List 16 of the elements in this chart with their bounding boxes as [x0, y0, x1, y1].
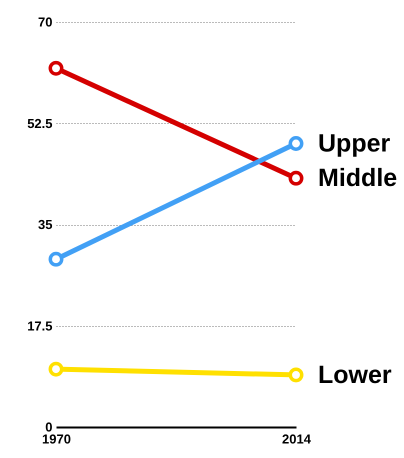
y-tick-label: 35	[38, 217, 52, 232]
series-label: Lower	[318, 360, 392, 389]
series-label: Upper	[318, 130, 390, 158]
series-label: Middle	[318, 164, 398, 192]
x-tick-label: 1970	[42, 432, 71, 446]
y-tick-label: 70	[38, 14, 52, 30]
y-tick-label: 0	[45, 420, 52, 434]
point	[288, 367, 304, 382]
y-tick-label: 17.5	[27, 318, 52, 334]
point	[288, 136, 304, 151]
x-tick-label: 2014	[282, 432, 312, 446]
point	[288, 170, 304, 186]
point	[48, 362, 64, 377]
point	[48, 60, 64, 76]
y-tick-label: 52.5	[27, 116, 52, 131]
point	[48, 252, 64, 267]
